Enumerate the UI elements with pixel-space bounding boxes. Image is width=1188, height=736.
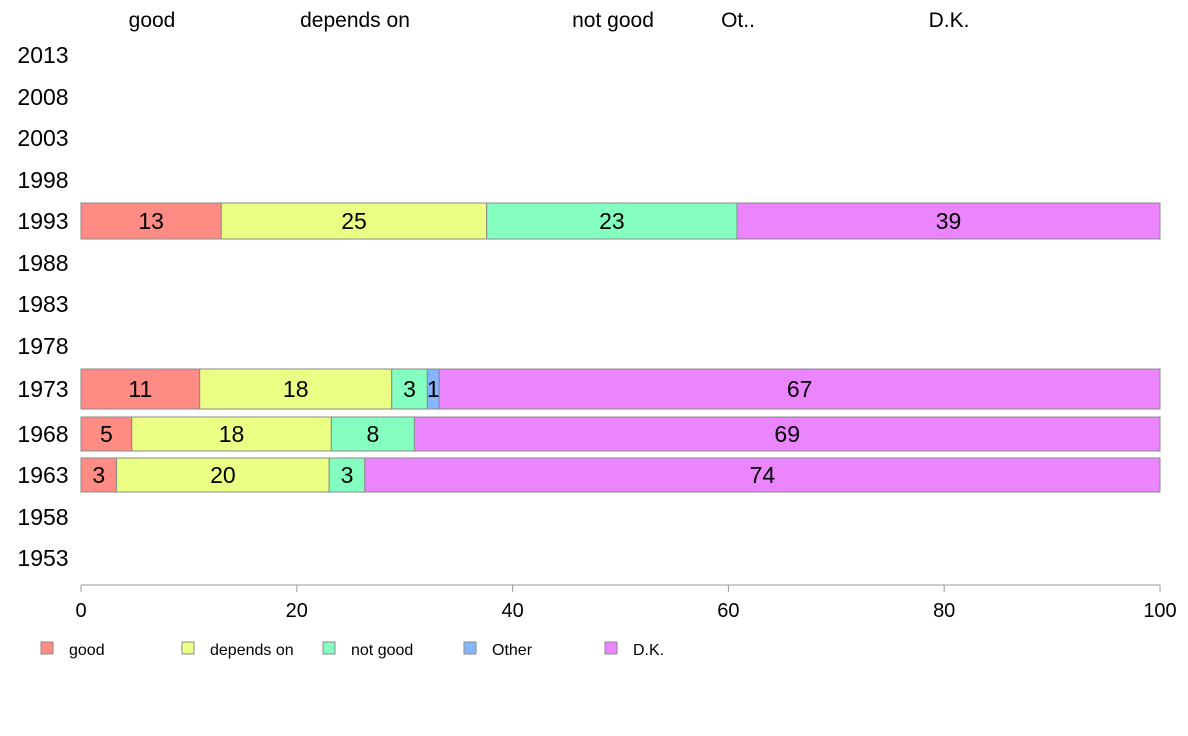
- data-label: 13: [138, 208, 164, 234]
- data-label: 20: [210, 462, 236, 488]
- data-label: 67: [787, 376, 813, 402]
- bar-segment: [486, 202, 738, 240]
- top-label-good: good: [129, 9, 176, 32]
- y-tick-label: 1958: [17, 504, 68, 530]
- legend-label: not good: [351, 642, 413, 659]
- legend-swatch: [40, 641, 54, 655]
- bar-segment: [364, 457, 1161, 493]
- bar-segment: [391, 368, 428, 410]
- bar-segment: [80, 416, 133, 452]
- legend-swatch: [604, 641, 618, 655]
- x-tick-label: 0: [75, 600, 86, 622]
- y-tick-label: 1973: [17, 376, 68, 402]
- data-label: 1: [427, 376, 440, 402]
- y-tick-label: 2013: [17, 42, 68, 68]
- x-tick-label: 60: [717, 600, 739, 622]
- data-label: 3: [403, 376, 416, 402]
- bar-segment: [80, 202, 222, 240]
- data-label: 39: [936, 208, 962, 234]
- bar-segment: [328, 457, 366, 493]
- data-label: 11: [128, 376, 152, 402]
- x-axis: 0 20 40 60 80 100: [75, 584, 1177, 622]
- y-tick-label: 1998: [17, 167, 68, 193]
- legend: good depends on not good Other D.K.: [40, 641, 664, 659]
- data-label: 69: [774, 421, 800, 447]
- y-tick-label: 1983: [17, 291, 68, 317]
- bar-segment: [116, 457, 330, 493]
- legend-swatch: [322, 641, 336, 655]
- top-labels: good depends on not good Ot.. D.K.: [129, 9, 970, 32]
- legend-label: D.K.: [633, 642, 664, 659]
- legend-label: good: [69, 642, 105, 659]
- data-label: 23: [599, 208, 625, 234]
- top-label-not-good: not good: [572, 9, 654, 32]
- bar-segment: [80, 368, 201, 410]
- data-label: 25: [341, 208, 367, 234]
- legend-swatch: [463, 641, 477, 655]
- top-label-dk: D.K.: [929, 9, 970, 32]
- top-label-depends-on: depends on: [300, 9, 410, 32]
- top-label-other: Ot..: [721, 9, 755, 32]
- data-label: 8: [366, 421, 379, 447]
- y-tick-label: 2008: [17, 84, 68, 110]
- data-label: 3: [92, 462, 105, 488]
- x-tick-label: 80: [933, 600, 955, 622]
- bar-segment: [131, 416, 332, 452]
- data-label: 74: [750, 462, 776, 488]
- data-label: 3: [341, 462, 354, 488]
- legend-label: Other: [492, 642, 533, 659]
- bar-segment: [199, 368, 393, 410]
- bar-segment: [220, 202, 488, 240]
- y-tick-label: 2003: [17, 125, 68, 151]
- x-tick-label: 20: [286, 600, 308, 622]
- y-tick-labels: 2013 2008 2003 1998 1993 1988 1983 1978 1973 1968…: [17, 42, 68, 571]
- x-tick-label: 40: [501, 600, 523, 622]
- data-label: 18: [283, 376, 309, 402]
- bar-segment: [80, 457, 118, 493]
- y-tick-label: 1978: [17, 333, 68, 359]
- y-tick-label: 1993: [17, 208, 68, 234]
- y-tick-label: 1963: [17, 462, 68, 488]
- data-label: 5: [100, 421, 113, 447]
- x-tick-label: 100: [1143, 600, 1176, 622]
- bar-segment: [413, 416, 1161, 452]
- y-tick-label: 1988: [17, 250, 68, 276]
- legend-label: depends on: [210, 642, 294, 659]
- legend-swatch: [181, 641, 195, 655]
- y-tick-label: 1968: [17, 421, 68, 447]
- bar-segment: [438, 368, 1161, 410]
- bar-segment: [330, 416, 415, 452]
- bar-segment: [736, 202, 1161, 240]
- y-tick-label: 1953: [17, 545, 68, 571]
- data-label: 18: [219, 421, 245, 447]
